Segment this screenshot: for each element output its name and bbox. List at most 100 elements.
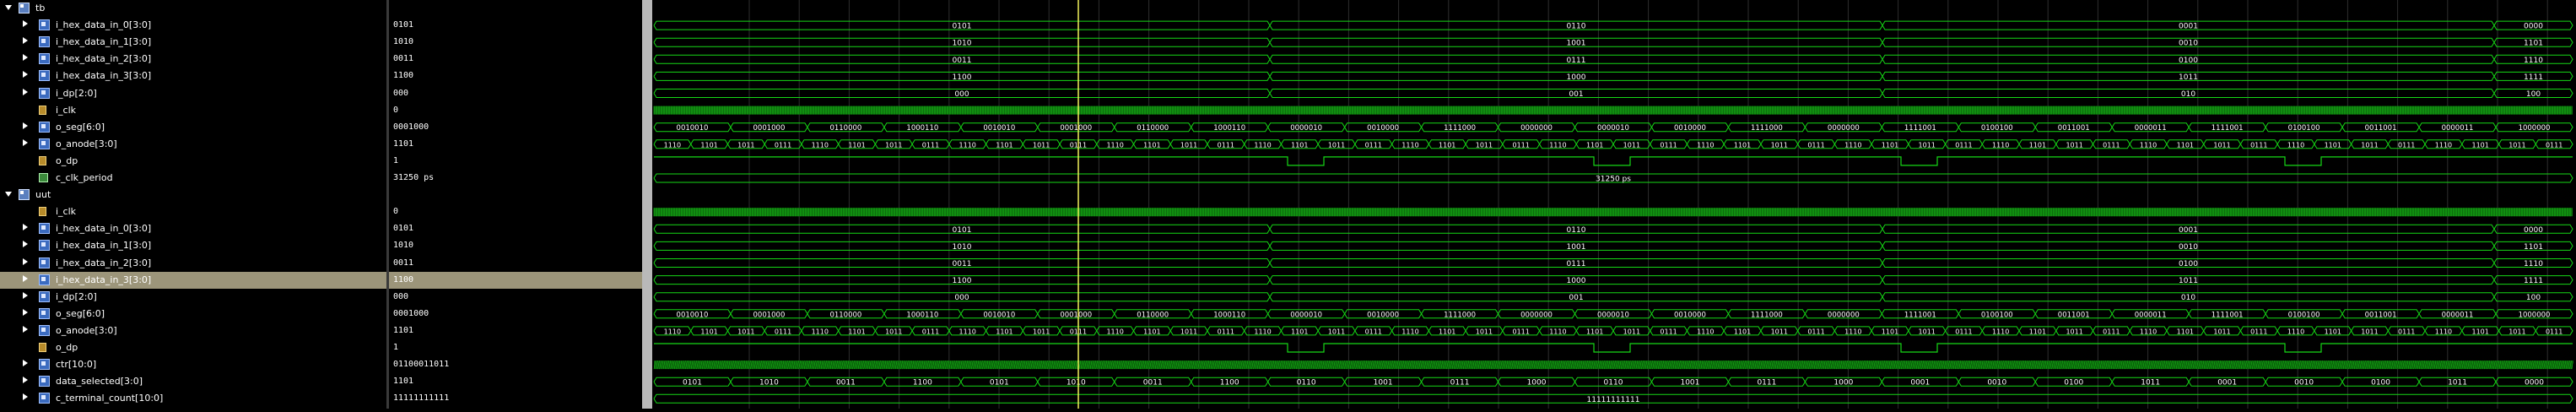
value-row[interactable]: 1100 [389, 271, 642, 289]
counter-edge [1823, 360, 1826, 370]
collapse-arrow-icon[interactable] [5, 5, 12, 10]
counter-edge [2316, 360, 2319, 370]
expand-arrow-icon[interactable] [23, 258, 28, 265]
signal-row[interactable]: i_hex_data_in_1[3:0] [0, 237, 386, 254]
expand-arrow-icon[interactable] [23, 37, 28, 45]
value-row[interactable]: 0101 [389, 220, 642, 237]
signal-row[interactable]: o_seg[6:0] [0, 306, 386, 323]
signal-row[interactable]: data_selected[3:0] [0, 373, 386, 390]
signal-row[interactable]: o_anode[3:0] [0, 136, 386, 153]
signal-name: o_dp [56, 342, 78, 353]
signal-row[interactable]: i_clk [0, 102, 386, 119]
value-row[interactable]: 1 [389, 153, 642, 170]
collapse-arrow-icon[interactable] [5, 192, 12, 198]
panel-divider[interactable] [386, 0, 389, 409]
value-row[interactable]: 31250 ps [389, 170, 642, 187]
counter-edge [933, 360, 937, 370]
expand-arrow-icon[interactable] [23, 138, 28, 146]
expand-arrow-icon[interactable] [23, 71, 28, 79]
value-row[interactable]: 0001000 [389, 306, 642, 323]
expand-arrow-icon[interactable] [23, 224, 28, 231]
bus-segment [653, 377, 732, 387]
value-row[interactable]: 1 [389, 339, 642, 356]
signal-row[interactable]: i_hex_data_in_3[3:0] [0, 68, 386, 84]
signal-row[interactable]: tb [0, 0, 386, 17]
value-row[interactable]: 1101 [389, 136, 642, 153]
expand-arrow-icon[interactable] [23, 325, 28, 333]
bus-value-label: 1011 [2448, 379, 2467, 388]
counter-edge [871, 360, 873, 370]
counter-edge [1812, 360, 1815, 370]
expand-arrow-icon[interactable] [23, 377, 28, 384]
value-row[interactable]: 0 [389, 203, 642, 220]
expand-arrow-icon[interactable] [23, 20, 28, 28]
counter-edge [733, 360, 737, 370]
counter-edge [1262, 360, 1266, 370]
signal-row[interactable]: i_clk [0, 203, 386, 220]
expand-arrow-icon[interactable] [23, 308, 28, 316]
signal-row[interactable]: i_hex_data_in_1[3:0] [0, 34, 386, 51]
value-row[interactable]: 11111111111 [389, 390, 642, 407]
bus-value-label: 1011 [1623, 141, 1640, 149]
signal-row[interactable]: uut [0, 187, 386, 203]
signal-row[interactable]: i_hex_data_in_0[3:0] [0, 220, 386, 237]
counter-edge [1904, 360, 1908, 370]
signal-row[interactable]: i_hex_data_in_2[3:0] [0, 255, 386, 272]
value-row[interactable]: 0001000 [389, 119, 642, 136]
value-row[interactable]: 1010 [389, 237, 642, 254]
signal-row[interactable]: o_dp [0, 339, 386, 356]
signal-row[interactable]: o_anode[3:0] [0, 323, 386, 339]
expand-arrow-icon[interactable] [23, 241, 28, 248]
counter-edge [1047, 360, 1050, 370]
value-row[interactable]: 0011 [389, 51, 642, 68]
counter-edge [820, 360, 824, 370]
expand-arrow-icon[interactable] [23, 54, 28, 62]
counter-edge [2155, 360, 2158, 370]
counter-edge [1451, 360, 1455, 370]
bus-value-label: 1101 [1439, 328, 1455, 335]
value-row[interactable]: 0 [389, 102, 642, 119]
expand-arrow-icon[interactable] [23, 122, 28, 129]
value-row[interactable]: 1101 [389, 373, 642, 390]
bus-signal-icon [39, 240, 50, 252]
signal-row[interactable]: o_dp [0, 153, 386, 170]
expand-arrow-icon[interactable] [23, 393, 28, 401]
bus-value-label: 1100 [1220, 379, 1239, 388]
signal-row[interactable]: i_dp[2:0] [0, 289, 386, 306]
expand-arrow-icon[interactable] [23, 274, 28, 282]
signal-row[interactable]: i_hex_data_in_0[3:0] [0, 17, 386, 34]
signal-row[interactable]: c_terminal_count[10:0] [0, 390, 386, 407]
value-row[interactable]: 01100011011 [389, 356, 642, 373]
value-row[interactable]: 0101 [389, 17, 642, 34]
signal-row[interactable]: o_seg[6:0] [0, 119, 386, 136]
value-row[interactable]: 000 [389, 85, 642, 102]
value-row[interactable] [389, 187, 642, 203]
counter-edge [1680, 360, 1683, 370]
counter-edge [1024, 360, 1028, 370]
value-row[interactable]: 1101 [389, 323, 642, 339]
value-row[interactable] [389, 0, 642, 17]
counter-edge [661, 360, 664, 370]
signal-row[interactable]: c_clk_period [0, 170, 386, 187]
signal-row[interactable]: i_hex_data_in_3[3:0] [0, 271, 386, 289]
expand-arrow-icon[interactable] [23, 88, 28, 95]
expand-arrow-icon[interactable] [23, 360, 28, 367]
counter-edge [2480, 360, 2483, 370]
signal-row[interactable]: ctr[10:0] [0, 356, 386, 373]
value-row[interactable]: 000 [389, 289, 642, 306]
counter-edge [1725, 360, 1727, 370]
counter-edge [1422, 360, 1425, 370]
waveform-panel[interactable]: 0101 0110 0001 0000 1010 1001 0010 1101 0011 0111… [652, 0, 2576, 409]
value-row[interactable]: 1010 [389, 34, 642, 51]
counter-edge [1060, 360, 1063, 370]
counter-edge [698, 360, 701, 370]
signal-row[interactable]: i_dp[2:0] [0, 85, 386, 102]
counter-edge [1502, 360, 1504, 370]
expand-arrow-icon[interactable] [23, 291, 28, 299]
signal-row[interactable]: i_hex_data_in_2[3:0] [0, 51, 386, 68]
counter-edge [2003, 360, 2006, 370]
panel-splitter[interactable] [642, 0, 652, 409]
value-row[interactable]: 1100 [389, 68, 642, 84]
value-row[interactable]: 0011 [389, 255, 642, 272]
